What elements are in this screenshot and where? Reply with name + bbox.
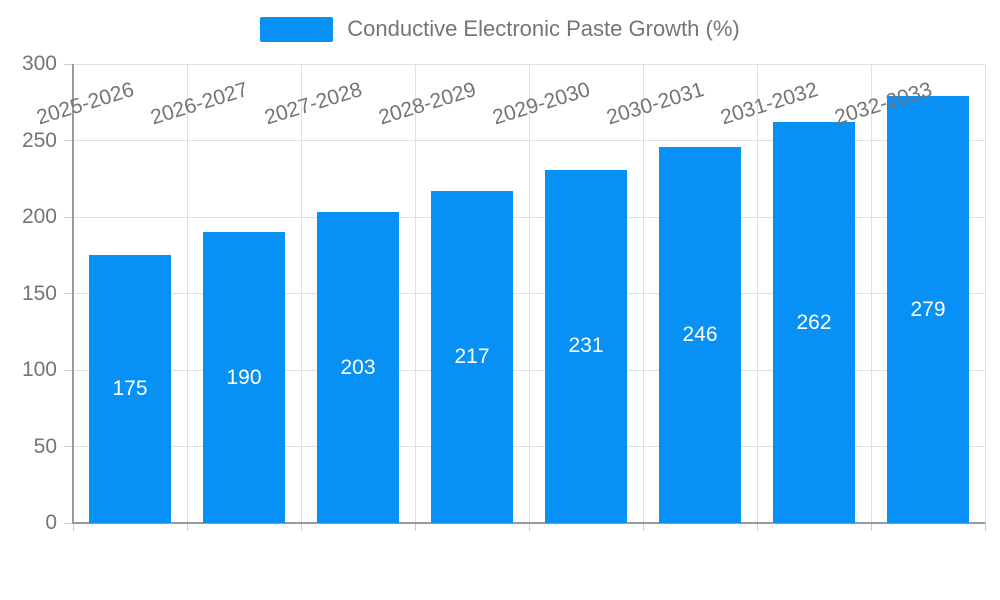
- y-axis-label: 200: [21, 205, 57, 228]
- y-axis-tick: [64, 140, 72, 141]
- y-axis-tick: [64, 369, 72, 371]
- bar: 217: [431, 191, 513, 523]
- bar: 279: [887, 96, 969, 523]
- x-axis-tick: [642, 523, 644, 531]
- bar-value-label: 279: [910, 297, 946, 321]
- bar: 262: [773, 122, 855, 523]
- gridline-vertical: [300, 64, 302, 523]
- bar-value-label: 217: [454, 345, 490, 368]
- x-axis-label: 2030-2031: [603, 78, 707, 130]
- y-axis-tick: [64, 63, 72, 65]
- bar: 203: [317, 212, 399, 523]
- x-axis-tick: [870, 523, 872, 531]
- x-axis-tick: [528, 523, 530, 531]
- gridline-vertical: [414, 64, 416, 523]
- y-axis-label: 300: [21, 52, 57, 75]
- gridline-vertical: [186, 64, 188, 523]
- bar: 190: [203, 232, 285, 523]
- x-axis-tick: [72, 523, 74, 531]
- x-axis-label: 2027-2028: [261, 78, 365, 130]
- legend-label[interactable]: Conductive Electronic Paste Growth (%): [347, 16, 740, 41]
- x-axis-tick: [756, 523, 758, 531]
- x-axis-label: 2026-2027: [147, 78, 251, 130]
- y-axis-tick: [64, 446, 72, 447]
- y-axis-label: 250: [21, 128, 57, 152]
- bar: 175: [89, 255, 171, 523]
- bar-value-label: 203: [340, 355, 376, 379]
- y-axis-label: 0: [45, 511, 57, 534]
- y-axis-tick: [64, 522, 72, 524]
- chart-legend: Conductive Electronic Paste Growth (%): [0, 16, 1000, 42]
- bar-value-label: 262: [796, 310, 832, 334]
- x-axis-tick: [414, 523, 416, 531]
- gridline-vertical: [756, 64, 758, 523]
- gridline-vertical: [528, 64, 530, 523]
- y-axis-tick: [64, 293, 72, 294]
- bar: 246: [659, 146, 741, 523]
- x-axis-label: 2028-2029: [375, 78, 479, 130]
- bar-value-label: 231: [568, 334, 604, 358]
- x-axis-tick: [186, 523, 188, 531]
- gridline-vertical: [984, 64, 986, 523]
- bar-value-label: 190: [226, 365, 262, 389]
- y-axis-label: 150: [21, 281, 57, 305]
- gridline-vertical: [642, 64, 644, 523]
- y-axis-label: 50: [33, 434, 57, 458]
- legend-swatch[interactable]: [260, 16, 334, 42]
- y-axis-line: [72, 64, 74, 523]
- x-axis-line: [72, 522, 985, 524]
- gridline-vertical: [870, 64, 872, 523]
- x-axis-tick: [984, 523, 986, 531]
- x-axis-tick: [300, 523, 302, 531]
- x-axis-label: 2025-2026: [33, 78, 137, 130]
- bar-value-label: 175: [112, 377, 148, 401]
- y-axis-label: 100: [21, 358, 57, 381]
- y-axis-tick: [64, 216, 72, 218]
- plot-area: 0 50 100 150 200 250 300 175 2025-2026 190 2026-20…: [22, 53, 986, 534]
- bar-value-label: 246: [682, 322, 718, 346]
- bar: 231: [545, 169, 627, 523]
- x-axis-label: 2029-2030: [489, 78, 593, 130]
